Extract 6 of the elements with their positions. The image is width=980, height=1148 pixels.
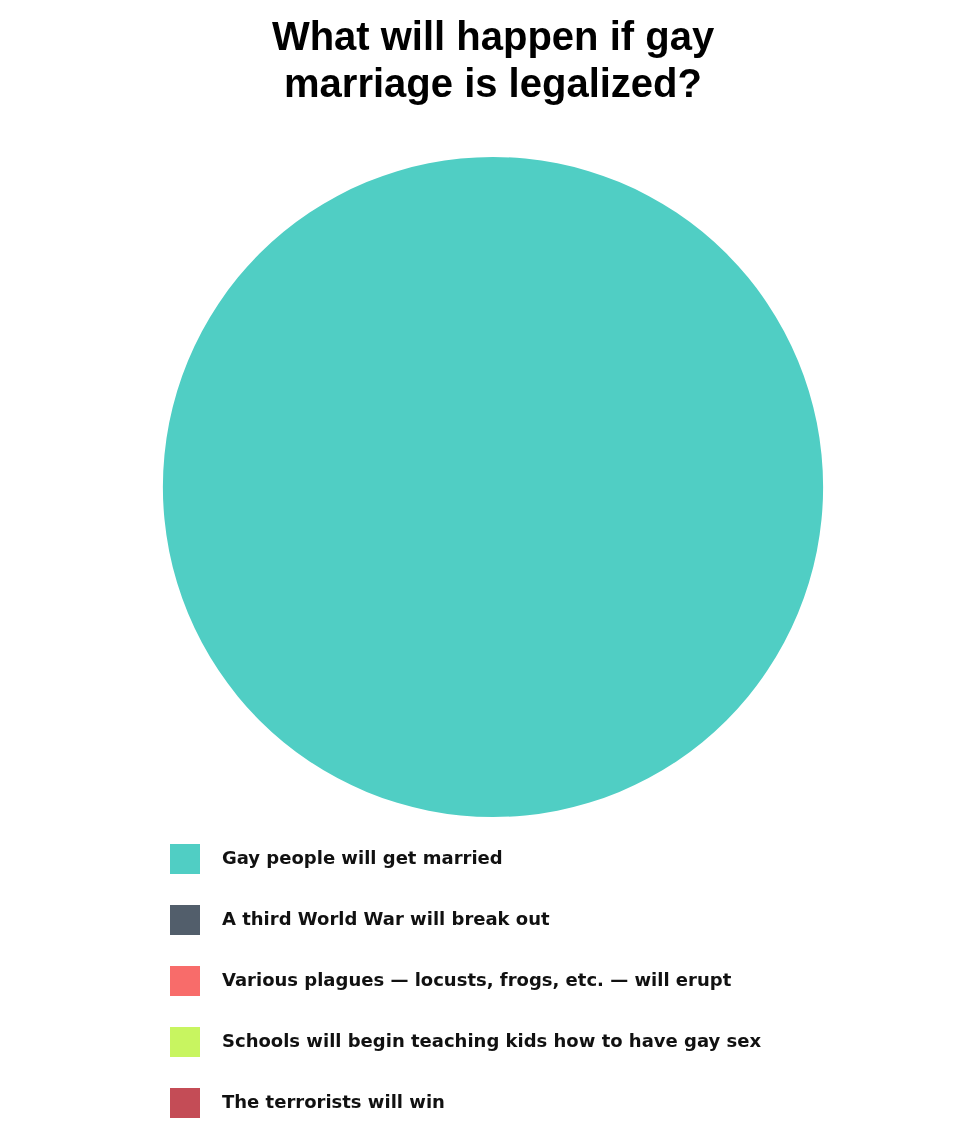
- legend-label: Schools will begin teaching kids how to have gay sex: [222, 1030, 762, 1051]
- legend-label: The terrorists will win: [222, 1091, 445, 1112]
- legend-label: Various plagues — locusts, frogs, etc. — will erupt: [222, 969, 732, 990]
- chart-title: What will happen if gay marriage is legalized?: [271, 14, 715, 105]
- legend-label: A third World War will break out: [222, 908, 551, 929]
- legend-label: Gay people will get married: [222, 847, 503, 868]
